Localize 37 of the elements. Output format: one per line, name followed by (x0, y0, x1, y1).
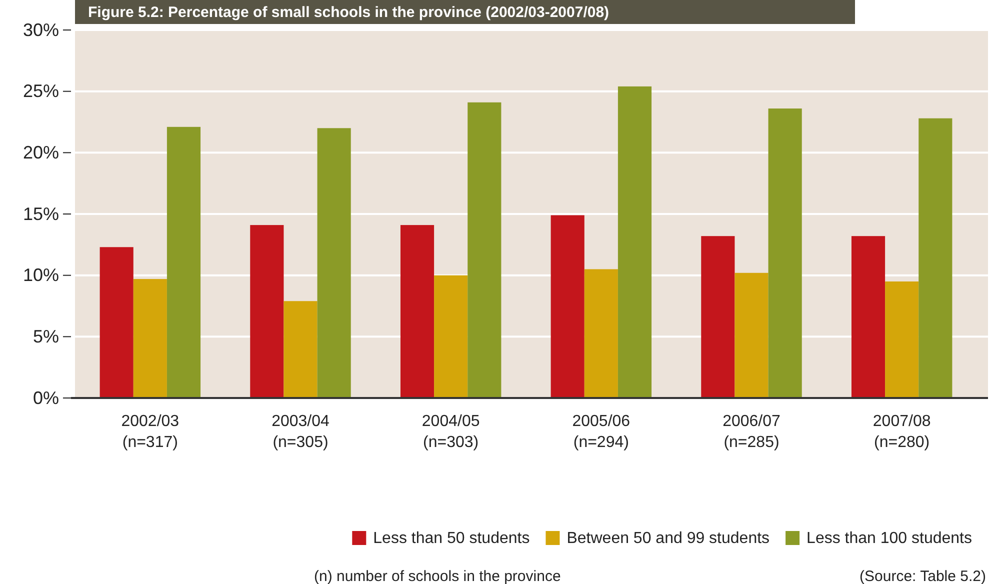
bar (701, 236, 735, 398)
x-tick-label: 2003/04 (n=305) (272, 413, 330, 451)
bar (584, 269, 618, 398)
y-tick-label: 10% (22, 265, 59, 286)
bar (400, 225, 434, 398)
x-tick-label: 2004/05 (n=303) (422, 413, 480, 451)
legend-label: Less than 100 students (806, 530, 972, 547)
bar (468, 102, 502, 398)
bar (133, 279, 167, 398)
bar (317, 128, 351, 398)
bar (918, 118, 952, 398)
text: (n) number of schools in the province (314, 568, 561, 584)
bar (851, 236, 886, 398)
legend-label: Between 50 and 99 students (566, 530, 770, 547)
x-tick-label: 2002/03 (n=317) (121, 413, 180, 451)
x-tick-label: 2005/06 (n=294) (572, 413, 630, 451)
x-tick-label: 2006/07 (n=285) (722, 413, 781, 451)
bar (434, 275, 468, 398)
bar (550, 215, 584, 398)
bar (885, 281, 919, 398)
bar (284, 301, 318, 398)
bar (250, 225, 284, 398)
y-tick-label: 5% (32, 326, 59, 346)
y-tick-label: 25% (22, 81, 59, 102)
chart-title: Figure 5.2: Percentage of small schools in the province (2002/03-2007/08) (88, 4, 610, 21)
y-tick-label: 0% (32, 388, 59, 408)
y-tick-label: 20% (22, 142, 59, 162)
bar (618, 86, 652, 398)
bar (100, 247, 134, 398)
y-tick-label: 30% (22, 20, 59, 40)
y-tick-label: 15% (22, 204, 59, 224)
legend-label: Less than 50 students (373, 530, 530, 547)
bar (768, 108, 802, 398)
x-tick-label: 2007/08 (n=280) (872, 413, 931, 451)
text: (Source: Table 5.2) (860, 568, 986, 584)
bar (734, 272, 768, 398)
bar (166, 126, 201, 398)
